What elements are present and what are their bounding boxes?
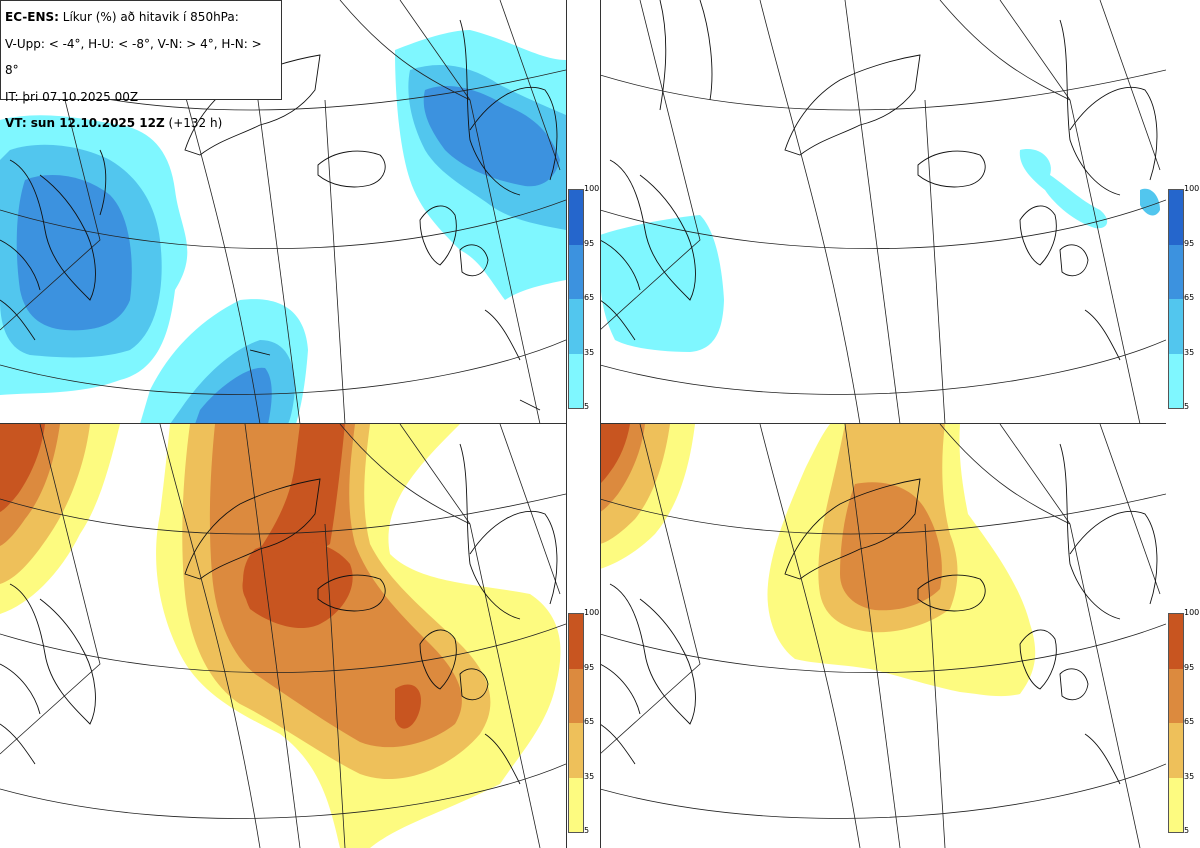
colorbar-tick-label: 35	[1184, 347, 1195, 357]
colorbar-tick-label: 65	[584, 717, 595, 726]
colorbar-tick-label: 100	[584, 608, 600, 617]
colorbar-tick-label: 95	[1184, 662, 1195, 672]
title-text: Líkur (%) að hitavik í 850hPa:	[62, 10, 239, 24]
valid-time-text: VT: sun 12.10.2025 12Z	[5, 116, 165, 130]
colorbar-segment	[1169, 777, 1183, 832]
colorbar-segment	[569, 777, 583, 832]
colorbar-segment	[1169, 723, 1183, 778]
colorbar-segment	[1169, 614, 1183, 669]
warm-shading-layer	[0, 424, 561, 848]
colorbar-cold-top-left	[568, 189, 584, 409]
colorbar-segment	[569, 668, 583, 723]
panel-divider-left	[0, 423, 566, 424]
colorbar-tick-label: 100	[1184, 184, 1200, 193]
colorbar-segment	[569, 244, 583, 299]
colorbar-segment	[1169, 299, 1183, 354]
init-time-text: IT: þri 07.10.2025 00Z	[5, 89, 139, 104]
colorbar-segment	[569, 353, 583, 408]
coastlines	[600, 0, 1158, 361]
map-panel-top-left	[0, 0, 566, 424]
map-panel-top-right	[600, 0, 1166, 424]
colorbar-tick-label: 5	[584, 402, 590, 411]
panel-divider-vertical-right	[600, 0, 601, 848]
colorbar-segment	[569, 614, 583, 669]
map-panel-bottom-right	[600, 424, 1166, 848]
model-label: EC-ENS:	[5, 10, 59, 24]
colorbar-segment	[1169, 353, 1183, 408]
colorbar-segment	[1169, 190, 1183, 245]
colorbar-tick-label: 35	[1184, 771, 1195, 781]
thresholds-text: V-Upp: < -4°, H-U: < -8°, V-N: > 4°, H-N…	[5, 36, 262, 78]
coastlines	[600, 443, 1158, 785]
colorbar-tick-label: 95	[584, 238, 595, 248]
map-bottom-left-svg	[0, 424, 566, 848]
lead-time-text: (+132 h)	[168, 116, 223, 130]
colorbar-tick-label: 5	[584, 826, 590, 835]
colorbar-tick-label: 95	[584, 662, 595, 672]
colorbar-segment	[569, 190, 583, 245]
colorbar-segment	[569, 723, 583, 778]
colorbar-segment	[569, 299, 583, 354]
colorbar-tick-label: 5	[1184, 402, 1190, 411]
colorbar-segment	[1169, 668, 1183, 723]
colorbar-tick-label: 35	[584, 347, 595, 357]
panel-divider-vertical-left	[566, 0, 567, 848]
colorbar-tick-label: 95	[1184, 238, 1195, 248]
colorbar-tick-label: 65	[584, 293, 595, 302]
colorbar-segment	[1169, 244, 1183, 299]
colorbar-tick-label: 65	[1184, 293, 1195, 302]
panel-divider-right	[600, 423, 1166, 424]
coastlines	[0, 443, 558, 785]
colorbar-warm-bottom-left	[568, 613, 584, 833]
colorbar-tick-label: 65	[1184, 717, 1195, 726]
colorbar-tick-label: 35	[584, 771, 595, 781]
colorbar-tick-label: 100	[584, 184, 600, 193]
colorbar-tick-label: 5	[1184, 826, 1190, 835]
map-top-right-svg	[600, 0, 1166, 424]
map-panel-bottom-left	[0, 424, 566, 848]
colorbar-tick-label: 100	[1184, 608, 1200, 617]
warm-shading-layer	[600, 424, 1036, 697]
map-top-left-svg	[0, 0, 566, 424]
graticule	[600, 424, 1166, 848]
cold-shading-layer	[600, 149, 1160, 352]
map-title-box: EC-ENS: Líkur (%) að hitavik í 850hPa: V…	[0, 0, 282, 130]
map-bottom-right-svg	[600, 424, 1166, 848]
colorbar-cold-top-right	[1168, 189, 1184, 409]
colorbar-warm-bottom-right	[1168, 613, 1184, 833]
